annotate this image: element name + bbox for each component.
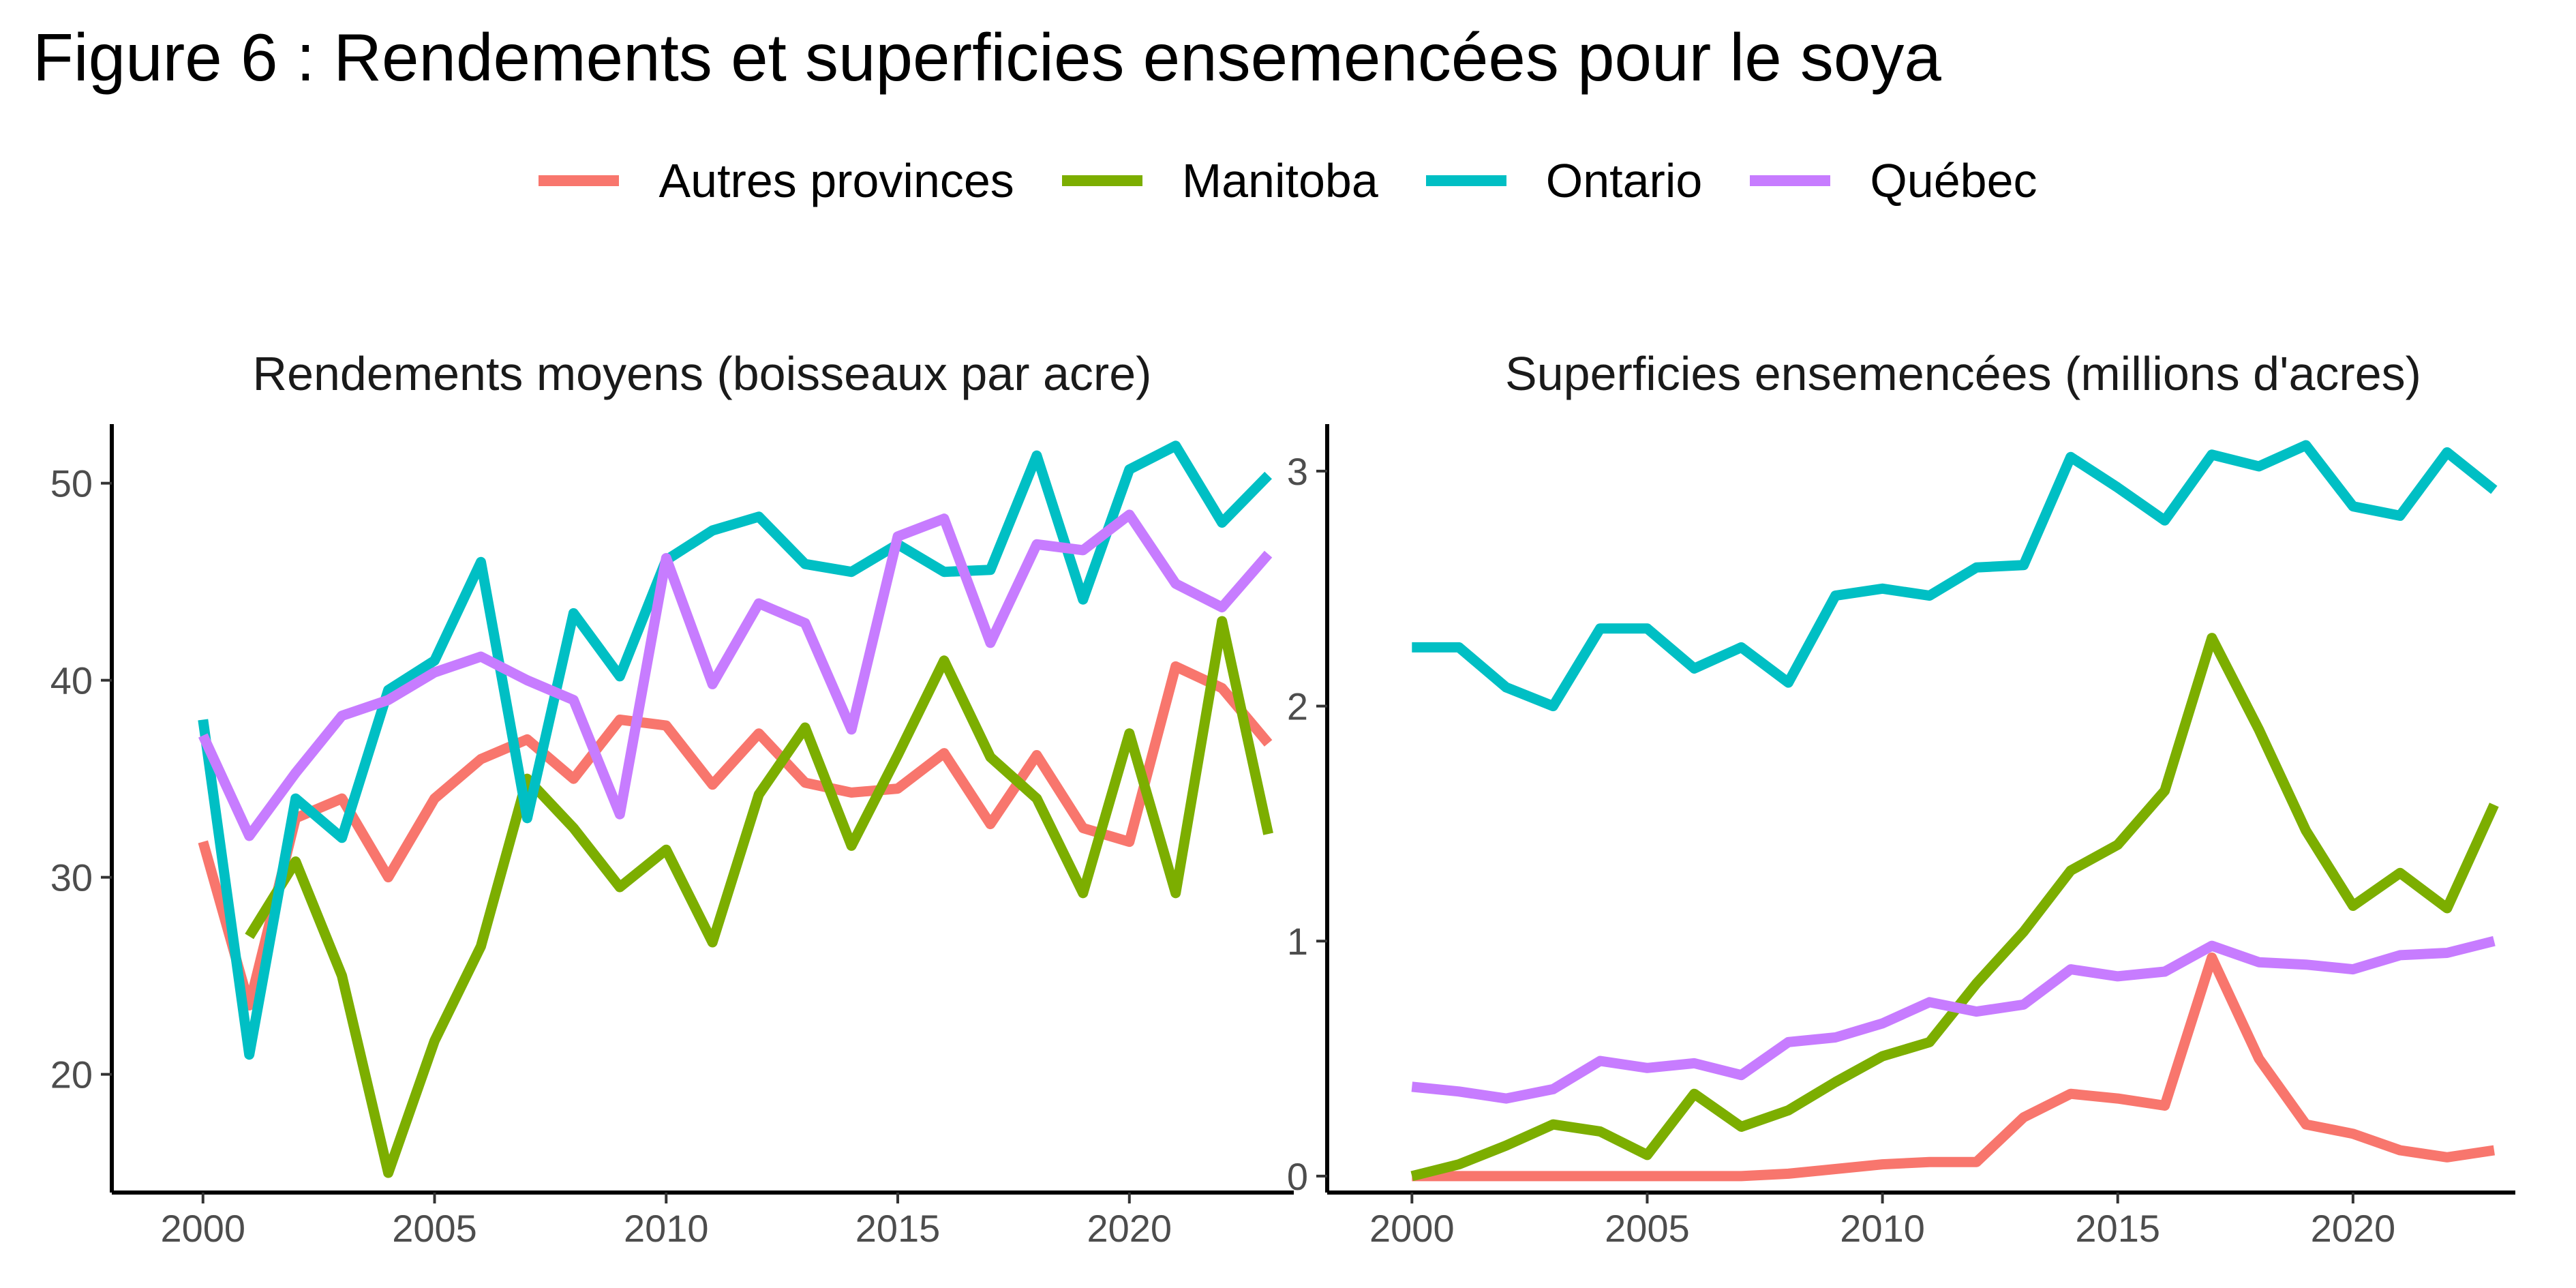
series-line-manitoba xyxy=(245,616,1273,1178)
series-line-autres-provinces xyxy=(198,661,1273,1010)
x-tick-label: 2015 xyxy=(2075,1207,2160,1250)
legend-item-manitoba: Manitoba xyxy=(1061,153,1378,208)
x-tick-label: 2000 xyxy=(1369,1207,1455,1250)
legend-label: Manitoba xyxy=(1181,154,1378,207)
legend-item-autres-provinces: Autres provinces xyxy=(539,153,1014,208)
legend-item-ontario: Ontario xyxy=(1425,153,1703,208)
x-tick-label: 2015 xyxy=(855,1207,941,1250)
series-line-quebec xyxy=(1411,935,2496,1104)
y-tick-label: 20 xyxy=(50,1053,93,1096)
y-tick-label: 0 xyxy=(1287,1155,1308,1198)
series-line-autres-provinces xyxy=(1412,952,2496,1182)
plot-area-yield: 20 30 40 50 2000 2005 2010 2015 2020 xyxy=(50,424,1294,1250)
series-line-ontario xyxy=(1412,440,2498,712)
y-tick-label: 1 xyxy=(1287,920,1308,963)
panel-title-area: Superficies ensemencées (millions d'acre… xyxy=(1505,347,2421,400)
x-tick-label: 2020 xyxy=(2311,1207,2396,1250)
figure-title: Figure 6 : Rendements et superficies ens… xyxy=(33,20,1941,95)
legend-swatch xyxy=(1061,175,1142,186)
x-tick-label: 2010 xyxy=(624,1207,709,1250)
legend-swatch xyxy=(1750,175,1831,186)
legend-item-quebec: Québec xyxy=(1750,153,2037,208)
y-tick-label: 3 xyxy=(1287,450,1308,493)
x-tick-label: 2010 xyxy=(1840,1207,1925,1250)
series-line-ontario xyxy=(198,440,1272,1060)
series-line-manitoba xyxy=(1410,633,2499,1182)
y-tick-label: 50 xyxy=(50,462,93,505)
y-tick-label: 30 xyxy=(50,856,93,899)
legend-swatch xyxy=(1425,175,1506,186)
y-tick-label: 40 xyxy=(50,659,93,702)
panel-title-yield: Rendements moyens (boisseaux par acre) xyxy=(253,347,1152,400)
x-tick-label: 2005 xyxy=(1605,1207,1690,1250)
series-line-quebec xyxy=(198,509,1273,841)
x-tick-label: 2020 xyxy=(1087,1207,1172,1250)
x-tick-label: 2005 xyxy=(392,1207,477,1250)
legend-label: Autres provinces xyxy=(658,154,1014,207)
legend: Autres provinces Manitoba Ontario Québec xyxy=(0,153,2576,208)
panel-area: Superficies ensemencées (millions d'acre… xyxy=(1287,347,2515,1250)
legend-label: Québec xyxy=(1870,154,2037,207)
x-tick-label: 2000 xyxy=(160,1207,245,1250)
legend-swatch xyxy=(539,175,620,186)
legend-label: Ontario xyxy=(1545,154,1703,207)
plot-area-area: 0 1 2 3 2000 2005 2010 2015 2020 xyxy=(1287,424,2515,1250)
y-tick-label: 2 xyxy=(1287,685,1308,728)
panel-yield: Rendements moyens (boisseaux par acre) 2… xyxy=(50,347,1294,1250)
